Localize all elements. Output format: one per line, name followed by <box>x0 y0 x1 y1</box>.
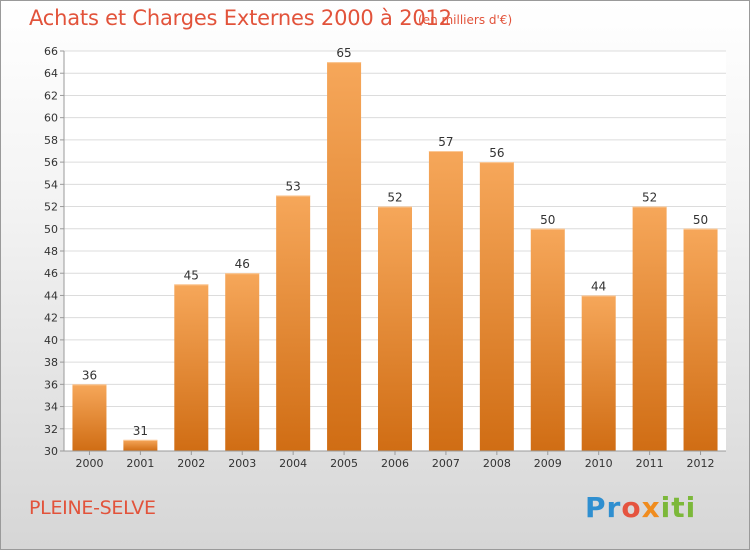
y-tick-label: 38 <box>44 356 58 369</box>
bar-value-label: 65 <box>336 46 351 60</box>
y-tick-label: 36 <box>44 378 58 391</box>
logo-part: iti <box>660 491 697 524</box>
bar-value-label: 31 <box>133 424 148 438</box>
bar <box>428 151 463 451</box>
x-tick-label: 2011 <box>636 457 664 470</box>
bar <box>581 295 616 451</box>
x-tick-label: 2009 <box>534 457 562 470</box>
bar-value-label: 44 <box>591 279 606 293</box>
bar-value-label: 52 <box>642 191 657 205</box>
proxiti-logo[interactable]: Proxiti <box>585 491 696 524</box>
y-tick-label: 64 <box>44 67 58 80</box>
bar-value-label: 52 <box>387 191 402 205</box>
bar <box>530 228 565 451</box>
x-tick-label: 2010 <box>585 457 613 470</box>
x-tick-label: 2005 <box>330 457 358 470</box>
chart-title: Achats et Charges Externes 2000 à 2012 <box>29 6 452 30</box>
y-tick-label: 60 <box>44 112 58 125</box>
y-tick-label: 48 <box>44 245 58 258</box>
y-tick-label: 62 <box>44 89 58 102</box>
x-tick-label: 2001 <box>126 457 154 470</box>
y-tick-label: 44 <box>44 289 58 302</box>
x-tick-label: 2012 <box>687 457 715 470</box>
bar <box>72 384 107 451</box>
y-tick-label: 46 <box>44 267 58 280</box>
x-tick-label: 2006 <box>381 457 409 470</box>
bar <box>378 206 412 451</box>
bar <box>276 195 311 451</box>
bar <box>174 284 209 451</box>
y-tick-label: 34 <box>44 401 58 414</box>
bar <box>683 228 718 451</box>
y-tick-label: 56 <box>44 156 58 169</box>
x-tick-label: 2007 <box>432 457 460 470</box>
y-tick-label: 66 <box>44 45 58 58</box>
bar <box>225 273 260 451</box>
bar <box>632 206 667 451</box>
y-tick-label: 54 <box>44 178 58 191</box>
x-tick-label: 2000 <box>75 457 103 470</box>
bar-value-label: 57 <box>438 135 453 149</box>
x-tick-label: 2003 <box>228 457 256 470</box>
bar-value-label: 50 <box>540 213 555 227</box>
bar <box>327 62 362 451</box>
y-tick-label: 40 <box>44 334 58 347</box>
bar-value-label: 45 <box>184 268 199 282</box>
logo-part: x <box>641 491 661 524</box>
bar-value-label: 53 <box>286 179 301 193</box>
bar-value-label: 50 <box>693 213 708 227</box>
bar-value-label: 36 <box>82 368 97 382</box>
bar-value-label: 46 <box>235 257 250 271</box>
bar <box>479 162 514 451</box>
y-tick-label: 32 <box>44 423 58 436</box>
x-tick-label: 2008 <box>483 457 511 470</box>
chart-unit-label: (en milliers d'€) <box>418 13 513 27</box>
logo-part: o <box>621 491 642 524</box>
y-tick-label: 42 <box>44 312 58 325</box>
y-tick-label: 30 <box>44 445 58 458</box>
axes: 30 32 34 36 38 40 42 44 46 48 50 52 54 56 58 60 62 64 66 20… <box>44 45 726 470</box>
bar-value-label: 56 <box>489 146 504 160</box>
bars: 36 31 45 46 53 65 52 57 56 50 44 52 50 <box>72 46 718 451</box>
y-tick-label: 52 <box>44 201 58 214</box>
commune-name: PLEINE-SELVE <box>29 497 156 519</box>
x-tick-label: 2004 <box>279 457 307 470</box>
x-tick-label: 2002 <box>177 457 205 470</box>
logo-part: Pr <box>585 491 622 524</box>
y-tick-label: 50 <box>44 223 58 236</box>
bar <box>123 439 158 451</box>
y-tick-label: 58 <box>44 134 58 147</box>
